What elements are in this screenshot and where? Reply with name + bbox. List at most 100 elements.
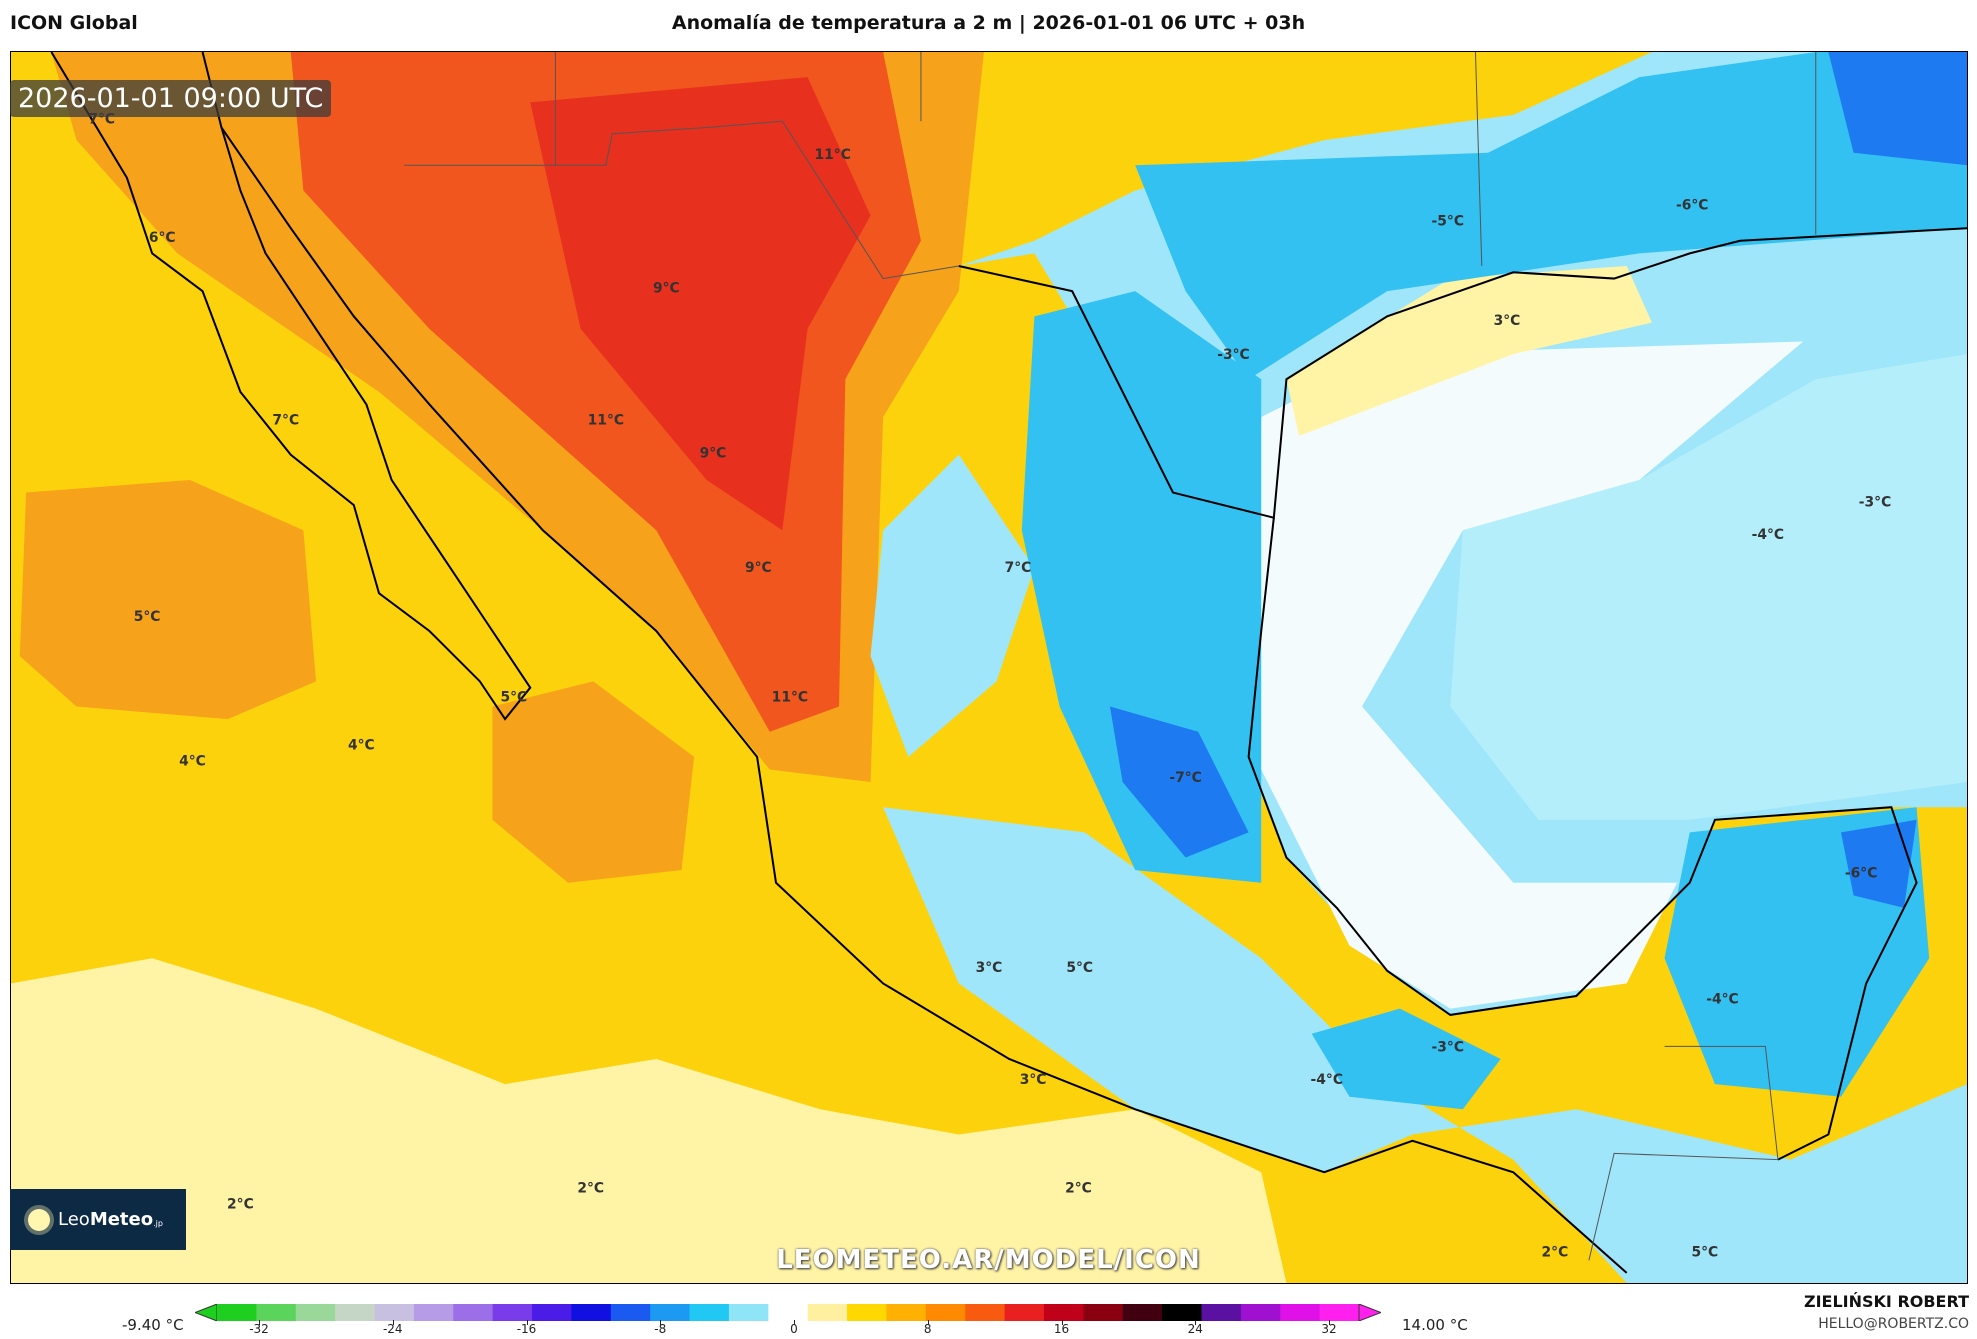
colorbar-segment [217,1304,257,1321]
colorbar-segment [1083,1304,1124,1321]
temp-label: 9°C [745,560,772,576]
colorbar-segment [965,1304,1006,1321]
map-canvas: 7°C 6°C 11°C 9°C 7°C 11°C 9°C 9°C 5°C 5°… [11,52,1967,1283]
colorbar-tick-mark [259,1320,260,1325]
model-name: ICON Global [10,12,138,34]
coastlines [50,52,1967,1274]
colorbar-segment [335,1304,376,1321]
colorbar-tick-mark [927,1320,929,1325]
logo-suffix: .jp [153,1219,163,1228]
colorbar-tick-label: 0 [790,1322,798,1336]
temp-label: -6°C [1676,197,1708,213]
colorbar-tick-label: -32 [249,1322,269,1336]
colorbar-tick-mark [1061,1320,1063,1325]
colorbar-segment [650,1304,691,1321]
temp-label: -3°C [1432,1039,1464,1055]
logo-text-light: Leo [58,1209,90,1230]
colorbar-tick-label: 8 [923,1322,932,1336]
temp-label: -3°C [1217,347,1249,363]
colorbar-segment [768,1304,809,1321]
temp-label: 5°C [134,609,161,625]
temp-label: -7°C [1169,770,1201,786]
colorbar-max-arrow [1358,1304,1381,1321]
colorbar-segment [256,1304,297,1321]
temp-label: 4°C [348,737,375,753]
neutral-gulf-area [1254,341,1804,1009]
sun-icon [28,1208,50,1231]
colorbar-segment [925,1304,966,1321]
cold-south-area [1311,1008,1501,1110]
colorbar-segment [295,1304,336,1321]
colorbar-segment [413,1304,454,1321]
colorbar-min-label: -9.40 °C [122,1316,184,1334]
light-cold-gulf-area [1450,354,1967,820]
colorbar-tick-label: 24 [1187,1322,1203,1336]
temp-label: 5°C [1066,960,1093,976]
temp-label: -3°C [1859,494,1891,510]
colorbar-segment [886,1304,927,1321]
leometeo-logo[interactable]: Leo Meteo .jp [10,1189,186,1250]
temp-label: 2°C [1065,1180,1092,1196]
dark-cold-area [1109,706,1249,858]
temp-label: 7°C [272,413,299,429]
colorbar-segment [1240,1304,1281,1321]
colorbar-tick-mark [392,1320,394,1325]
borders [404,52,1817,1261]
temp-label: 6°C [149,230,176,246]
temp-label: 9°C [653,280,680,296]
colorbar-segment [728,1304,769,1321]
temp-label: 11°C [772,689,808,705]
temp-label: 5°C [500,689,527,705]
temp-label: -4°C [1752,527,1784,543]
temperature-anomaly-map: 7°C 6°C 11°C 9°C 7°C 11°C 9°C 9°C 5°C 5°… [10,51,1968,1284]
temp-label: -4°C [1311,1072,1343,1088]
map-title: Anomalía de temperatura a 2 m | 2026-01-… [671,12,1306,34]
colorbar-tick-mark [526,1320,528,1325]
temp-label: 3°C [1494,313,1521,329]
cold-mexico-area [1021,291,1262,883]
colorbar-segment [492,1304,533,1321]
temp-label: 2°C [227,1197,254,1213]
colorbar-segment [571,1304,612,1321]
author-name: ZIELIŃSKI ROBERT [1803,1292,1969,1311]
temp-label: 2°C [1542,1245,1569,1261]
colorbar-tick-mark [1329,1320,1330,1325]
colorbar-tick-label: 16 [1053,1322,1070,1336]
colorbar-max-label: 14.00 °C [1402,1316,1468,1334]
author-email[interactable]: HELLO@ROBERTZ.CO [1818,1316,1969,1332]
colorbar-segment [689,1304,730,1321]
temp-label: 9°C [700,445,727,461]
temp-label: -6°C [1845,866,1877,882]
colorbar-tick-label: -24 [382,1322,403,1336]
colorbar-segment [453,1304,494,1321]
temp-label: 4°C [179,754,206,770]
temp-label: -5°C [1432,214,1464,230]
colorbar-segment [847,1304,887,1321]
temp-label: 11°C [815,147,851,163]
colorbar-tick-label: 32 [1321,1322,1337,1336]
colorbar [195,1304,1381,1321]
temp-label: 2°C [577,1180,604,1196]
temp-label: 7°C [1005,560,1032,576]
temp-label: 5°C [1691,1245,1718,1261]
colorbar-tick-label: -16 [516,1322,537,1336]
dark-cold-area [1828,52,1967,166]
colorbar-min-arrow [195,1304,218,1321]
colorbar-segment [1162,1304,1202,1321]
colorbar-tick-mark [660,1320,662,1325]
colorbar-segment [1319,1304,1360,1321]
pale-anomaly-area [11,958,1287,1283]
colorbar-tick-label: -8 [654,1322,667,1336]
colorbar-segment [374,1304,415,1321]
temperature-labels: 7°C 6°C 11°C 9°C 7°C 11°C 9°C 9°C 5°C 5°… [88,112,1891,1261]
colorbar-segment [610,1304,651,1321]
coastal-warm-band [1286,265,1652,436]
orange-ocean-area [19,479,316,720]
colorbar-segment [1201,1304,1242,1321]
dark-cold-area [1840,819,1917,908]
red-area [530,77,871,531]
colorbar-tick-mark [794,1320,795,1325]
valid-time-badge: 2026-01-01 09:00 UTC [10,80,332,117]
temp-label: -4°C [1706,992,1738,1008]
temp-label: 3°C [1020,1072,1047,1088]
